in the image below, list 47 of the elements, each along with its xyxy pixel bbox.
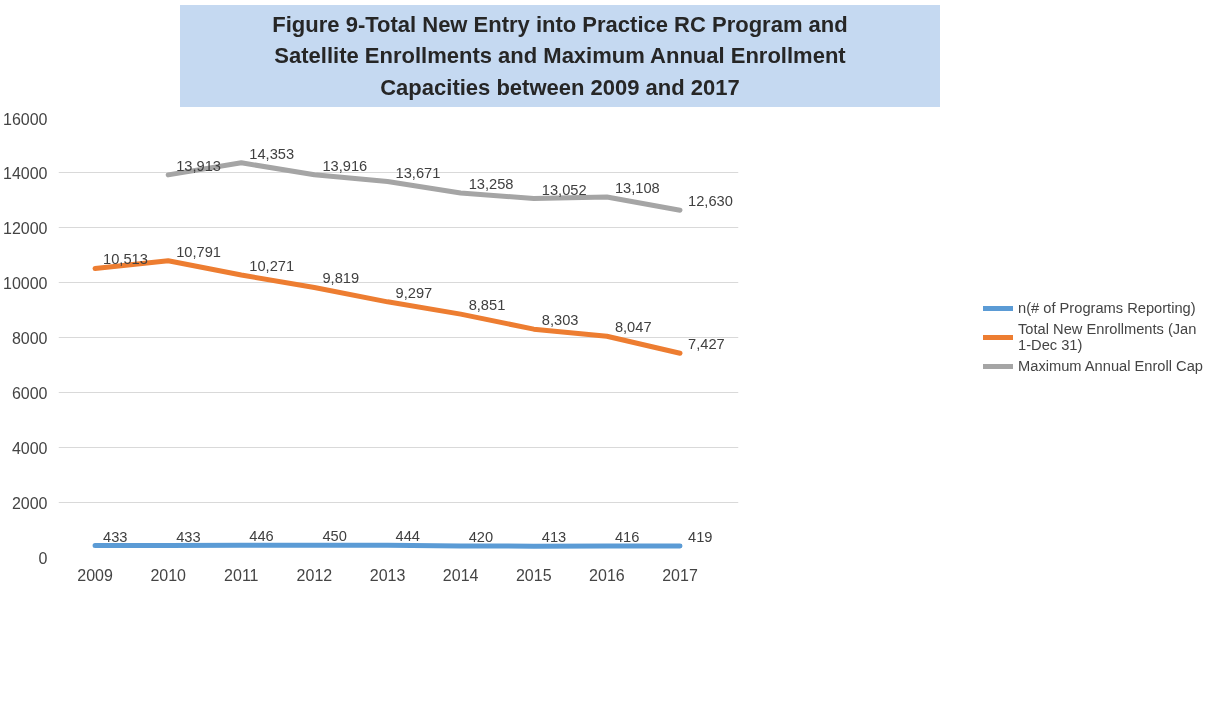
data-label: 13,913: [176, 158, 222, 175]
data-label: 9,819: [322, 270, 360, 287]
data-label: 8,303: [541, 312, 579, 329]
y-tick-label: 4000: [11, 439, 48, 457]
y-tick-label: 14000: [3, 164, 48, 182]
x-tick-label: 2010: [150, 566, 187, 584]
chart-title: Figure 9-Total New Entry into Practice RC Program and Satellite Enrollments and Maximum Annual Enrollment Capacities between 2009 and 2017: [272, 11, 848, 102]
y-tick-label: 2000: [11, 494, 48, 512]
data-label: 420: [468, 529, 494, 546]
data-label: 12,630: [688, 193, 733, 210]
x-tick-label: 2015: [515, 566, 552, 584]
y-tick-label: 16000: [3, 110, 48, 128]
y-tick-label: 10000: [3, 274, 48, 292]
data-label: 433: [103, 528, 128, 545]
data-label: 413: [541, 529, 567, 546]
x-tick-label: 2009: [77, 566, 113, 584]
legend-label: Maximum Annual Enroll Cap: [1018, 358, 1203, 375]
data-label: 13,258: [468, 176, 514, 193]
data-label: 13,108: [614, 180, 660, 197]
data-label: 9,297: [395, 285, 433, 302]
y-tick-label: 0: [38, 549, 48, 567]
data-label: 416: [614, 529, 640, 546]
legend-label: Total New Enrollments (Jan 1-Dec 31): [1018, 321, 1198, 354]
data-label: 10,791: [176, 244, 222, 261]
data-label: 8,851: [468, 297, 506, 314]
data-label: 444: [395, 528, 420, 545]
data-label: 10,271: [249, 258, 295, 275]
data-label: 13,916: [322, 158, 368, 175]
x-tick-label: 2011: [224, 566, 259, 584]
data-label: 433: [176, 528, 201, 545]
y-tick-label: 8000: [11, 329, 48, 347]
y-tick-label: 12000: [3, 219, 48, 237]
data-label: 450: [322, 528, 347, 545]
data-label: 419: [688, 529, 713, 546]
x-tick-label: 2012: [296, 566, 333, 584]
x-tick-label: 2017: [662, 566, 698, 584]
data-label: 13,052: [541, 181, 587, 198]
y-tick-label: 6000: [11, 384, 48, 402]
data-label: 7,427: [688, 336, 725, 353]
data-label: 8,047: [614, 319, 652, 336]
data-label: 446: [249, 528, 274, 545]
x-tick-label: 2016: [589, 566, 625, 584]
x-tick-label: 2013: [369, 566, 406, 584]
data-label: 14,353: [249, 146, 295, 163]
data-label: 13,671: [395, 164, 441, 181]
x-tick-label: 2014: [442, 566, 479, 584]
legend-label: n(# of Programs Reporting): [1018, 300, 1197, 317]
